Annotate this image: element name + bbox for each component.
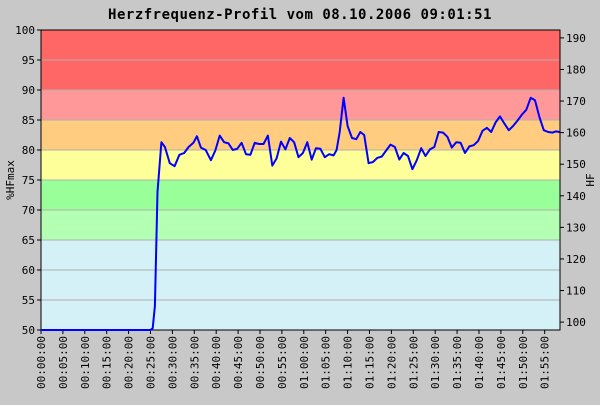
- x-tick-label: 01:40:00: [473, 336, 486, 389]
- x-tick-label: 00:35:00: [188, 336, 201, 389]
- x-tick-label: 00:25:00: [144, 336, 157, 389]
- y-left-tick-label: 70: [22, 204, 35, 217]
- y-left-tick-label: 50: [22, 324, 35, 337]
- x-tick-label: 01:45:00: [495, 336, 508, 389]
- y-left-tick-label: 60: [22, 264, 35, 277]
- x-tick-label: 00:05:00: [57, 336, 70, 389]
- x-tick-label: 01:35:00: [451, 336, 464, 389]
- x-tick-label: 01:10:00: [342, 336, 355, 389]
- y-left-tick-label: 75: [22, 174, 35, 187]
- y-left-tick-label: 90: [22, 84, 35, 97]
- x-tick-label: 01:20:00: [385, 336, 398, 389]
- y-right-tick-label: 140: [566, 190, 586, 203]
- x-tick-label: 00:40:00: [210, 336, 223, 389]
- y-left-tick-label: 100: [15, 24, 35, 37]
- y-right-tick-label: 120: [566, 253, 586, 266]
- x-tick-label: 01:30:00: [429, 336, 442, 389]
- y-left-tick-label: 95: [22, 54, 35, 67]
- y-left-tick-label: 55: [22, 294, 35, 307]
- zone-band: [41, 180, 560, 210]
- x-tick-label: 01:00:00: [298, 336, 311, 389]
- x-tick-label: 00:30:00: [166, 336, 179, 389]
- y-right-tick-label: 150: [566, 158, 586, 171]
- zone-band: [41, 120, 560, 150]
- zone-band: [41, 210, 560, 240]
- y-right-tick-label: 110: [566, 285, 586, 298]
- x-tick-label: 00:00:00: [35, 336, 48, 389]
- y-right-tick-label: 130: [566, 221, 586, 234]
- y-right-tick-label: 190: [566, 32, 586, 45]
- zone-band: [41, 240, 560, 330]
- zone-band: [41, 90, 560, 120]
- x-tick-label: 00:15:00: [101, 336, 114, 389]
- grid-layer: [41, 59, 560, 301]
- x-tick-label: 00:20:00: [123, 336, 136, 389]
- y-right-tick-label: 180: [566, 63, 586, 76]
- series-layer: [41, 96, 560, 331]
- x-tick-label: 01:55:00: [539, 336, 552, 389]
- x-tick-label: 00:50:00: [254, 336, 267, 389]
- y-left-tick-label: 80: [22, 144, 35, 157]
- x-tick-label: 01:15:00: [363, 336, 376, 389]
- x-tick-label: 01:05:00: [320, 336, 333, 389]
- x-tick-label: 00:55:00: [276, 336, 289, 389]
- y-axis-left-title: %HFmax: [4, 160, 17, 200]
- y-left-tick-label: 65: [22, 234, 35, 247]
- y-right-tick-label: 160: [566, 127, 586, 140]
- y-right-tick-label: 170: [566, 95, 586, 108]
- chart-title: Herzfrequenz-Profil vom 08.10.2006 09:01…: [108, 7, 492, 23]
- ticks-layer: 50 55 60 65 70 75 80 85 90 95 100 100 110 120 130 140 15…: [15, 24, 586, 389]
- x-tick-label: 00:10:00: [79, 336, 92, 389]
- x-tick-label: 01:25:00: [407, 336, 420, 389]
- y-right-tick-label: 100: [566, 316, 586, 329]
- heart-rate-series-line: [41, 96, 560, 331]
- zones-layer: [41, 30, 560, 330]
- y-left-tick-label: 85: [22, 114, 35, 127]
- x-tick-label: 01:50:00: [517, 336, 530, 389]
- x-tick-label: 00:45:00: [232, 336, 245, 389]
- y-axis-right-title: HF: [584, 173, 597, 186]
